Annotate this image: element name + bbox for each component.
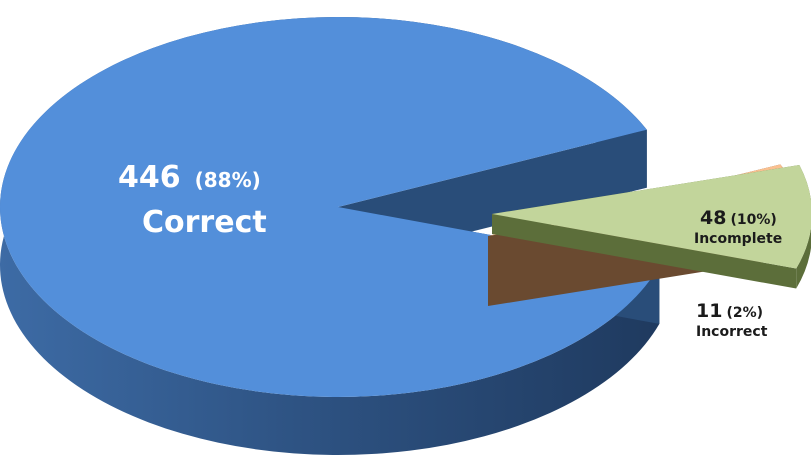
slice-percent-incorrect: (2%) [726,305,764,321]
slice-label-correct: 446 (88%) Correct [118,160,267,240]
slice-category-incorrect: Incorrect [696,324,768,340]
slice-label-incorrect: 11 (2%) Incorrect [696,300,767,340]
slice-percent-incomplete: (10%) [730,212,777,228]
slice-category-incomplete: Incomplete [694,231,783,247]
slice-category-correct: Correct [142,205,267,240]
slice-percent-correct: (88%) [194,168,261,192]
slice-incomplete [492,165,811,269]
slice-label-incomplete: 48 (10%) Incomplete [694,207,782,247]
slice-value-incorrect: 11 [696,300,723,322]
slice-value-correct: 446 [118,160,181,195]
slice-value-incomplete: 48 [700,207,727,229]
